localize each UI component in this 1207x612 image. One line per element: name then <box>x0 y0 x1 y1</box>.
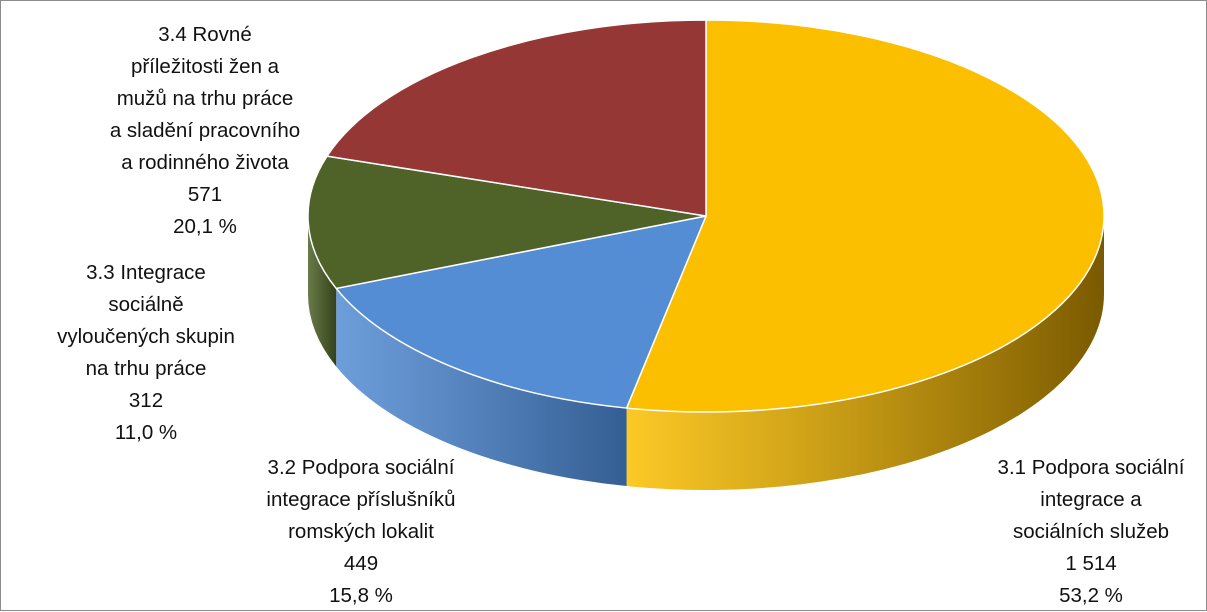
slice-label-line: vyloučených skupin <box>57 325 235 348</box>
pie-slice-3-3 <box>307 155 707 290</box>
pie-side-3-1 <box>626 216 1104 491</box>
slice-label-line: romských lokalit <box>288 520 434 543</box>
slice-value: 449 <box>343 552 379 575</box>
slice-label-line: sociálních služeb <box>1012 520 1170 543</box>
slice-label-line: 3.4 Rovné <box>158 23 252 46</box>
slice-label-line: a rodinného života <box>121 151 289 174</box>
slice-label-line: a sladění pracovního <box>109 119 301 142</box>
slice-label-line: mužů na trhu práce <box>116 87 294 110</box>
slice-label-3-3: 3.3 Integrace sociálně vyloučených skupi… <box>21 257 271 449</box>
slice-percent: 20,1 % <box>173 215 237 238</box>
pie-slice-3-1 <box>625 19 1105 413</box>
pie-slice-3-2 <box>335 215 707 409</box>
slice-label-3-2: 3.2 Podpora sociální integrace příslušní… <box>231 452 491 612</box>
slice-label-line: na trhu práce <box>85 357 207 380</box>
slice-percent: 53,2 % <box>1059 584 1123 607</box>
slice-label-line: integrace a <box>1040 488 1142 511</box>
slice-percent: 15,8 % <box>329 584 393 607</box>
slice-value: 571 <box>187 183 223 206</box>
slice-label-line: sociálně <box>108 293 184 316</box>
pie-slice-3-4 <box>326 19 707 217</box>
slice-label-3-1: 3.1 Podpora sociální integrace a sociáln… <box>971 452 1207 612</box>
slice-label-line: integrace příslušníků <box>266 488 456 511</box>
slice-label-line: 3.2 Podpora sociální <box>267 456 455 479</box>
pie-side-3-2 <box>336 288 627 487</box>
slice-label-line: 3.1 Podpora sociální <box>997 456 1185 479</box>
slice-label-3-4: 3.4 Rovné příležitosti žen a mužů na trh… <box>75 19 335 243</box>
pie-tops <box>307 19 1105 413</box>
slice-value: 1 514 <box>1065 552 1117 575</box>
slice-label-line: 3.3 Integrace <box>86 261 206 284</box>
slice-percent: 11,0 % <box>114 421 178 444</box>
slice-label-line: příležitosti žen a <box>130 55 280 78</box>
slice-value: 312 <box>128 389 164 412</box>
